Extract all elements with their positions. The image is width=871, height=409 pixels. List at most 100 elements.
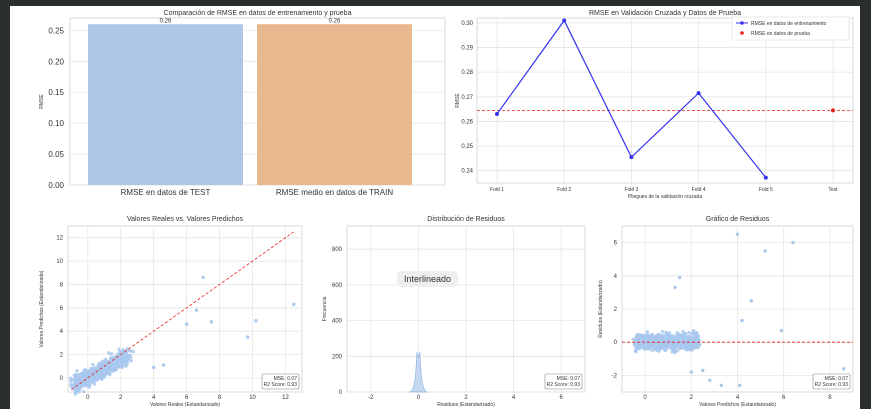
resid-title: Gráfico de Residuos [706,216,770,223]
scatter-point [77,382,82,387]
scatter-point [100,374,105,378]
resid-point [687,345,692,350]
bar-value-label: 0.26 [160,19,172,25]
resid-point [683,341,687,346]
scatter-point [131,350,135,354]
resid-point [642,338,646,343]
scatter-xtick-label: 6 [185,395,189,401]
scatter-point [75,374,79,378]
resid-point [695,337,699,342]
resid-xtick-label: 6 [782,395,786,401]
resid-metrics-text: R2 Score: 0.93 [815,382,849,388]
resid-outlier-point [749,299,754,303]
hist-ytick-label: 600 [332,283,343,289]
resid-xtick-label: 4 [736,395,740,401]
scatter-point [81,389,86,394]
resid-ytick-label: 0 [614,340,618,346]
hist-xtick-label: 2 [464,395,468,401]
interlineado-tooltip: Interlineado [397,271,459,287]
resid-point [637,339,642,343]
scatter-title: Valores Reales vs. Valores Predichos [127,216,244,223]
cv-ytick-label: 0.26 [461,119,473,125]
resid-outlier-point [763,249,767,253]
cv-ytick-label: 0.27 [461,95,473,101]
resid-point [671,334,676,338]
resid-ytick-label: -2 [612,373,618,379]
resid-point [637,346,642,350]
bar-ylabel: RMSE [39,94,45,109]
scatter-ytick-label: 8 [60,282,64,288]
scatter-point [95,378,99,382]
resid-point [650,332,655,337]
resid-point [677,334,682,338]
cv-train-point [763,175,768,180]
scatter-outlier-point [201,275,205,280]
resid-point [682,346,687,350]
resid-point [690,336,694,341]
scatter-metrics-text: R2 Score: 0.93 [264,382,298,388]
cv-xlabel: Pliegues de la validación cruzada [628,194,702,200]
scatter-point [87,369,91,373]
scatter-outlier-point [161,363,166,367]
scatter-point [108,368,112,372]
scatter-outlier-point [194,308,199,312]
resid-outlier-point [779,328,784,333]
cv-xtick-label: Test [828,187,838,193]
resid-point [676,338,680,343]
resid-point [675,349,680,353]
hist-title: Distribución de Residuos [427,216,505,223]
scatter-metrics-text: MSE: 0.07 [274,376,298,382]
scatter-point [111,355,116,360]
resid-point [650,344,654,348]
resid-point [670,350,674,354]
scatter-point [103,367,108,371]
cv-ytick-label: 0.30 [461,21,473,27]
cv-train-point [696,91,701,96]
cv-ylabel: RMSE [455,93,461,108]
cv-legend-train: RMSE en datos de entrenamiento [751,21,827,27]
scatter-point [115,362,119,367]
scatter-point [109,352,114,356]
resid-xlabel: Valores Predichos (Estandarizado) [699,402,776,408]
scatter-point [89,370,94,375]
scatter-outlier-point [254,318,258,323]
scatter-point [125,361,129,366]
hist-metrics-box [544,373,583,390]
scatter-point [100,370,104,375]
cv-legend-box [731,16,850,41]
resid-point [689,343,693,347]
resid-point [691,331,695,335]
hist-ytick-label: 200 [332,354,343,360]
hist-xlabel: Residuos (Estandarizado) [437,402,495,408]
scatter-point [75,369,79,373]
scatter-point [124,364,128,368]
resid-point [665,346,670,350]
cv-chart-title: RMSE en Validación Cruzada y Datos de Pr… [589,10,741,17]
resid-point [656,345,661,350]
scatter-point [84,372,88,376]
cv-train-point [562,18,567,23]
cv-xtick-label: Fold 4 [692,187,706,193]
resid-point [645,346,649,351]
scatter-point [117,359,122,364]
cv-train-point [495,112,499,117]
hist-xtick-label: 4 [512,395,516,401]
resid-outlier-point [678,275,682,280]
cv-legend-marker [740,21,744,25]
resid-outlier-point [735,232,740,236]
resid-outlier-point [708,378,712,383]
resid-xtick-label: 0 [643,395,647,401]
bar-category-label: RMSE en datos de TEST [121,188,211,197]
resid-point [650,340,654,344]
hist-metrics-text: R2 Score: 0.93 [547,382,581,388]
cv-ytick-label: 0.29 [461,46,473,52]
figure-canvas: 0.00 0.05 0.10 0.15 0.20 0.25 Comparación de R… [10,6,860,409]
resid-outlier-point [673,285,677,290]
bar-chart-title: Comparación de RMSE en datos de entrenam… [164,10,352,17]
hist-xtick-label: 6 [560,395,564,401]
hist-ytick-label: 800 [332,247,343,253]
scatter-point [129,359,133,363]
resid-point [674,344,678,348]
resid-point [682,331,686,336]
resid-point [653,346,658,350]
